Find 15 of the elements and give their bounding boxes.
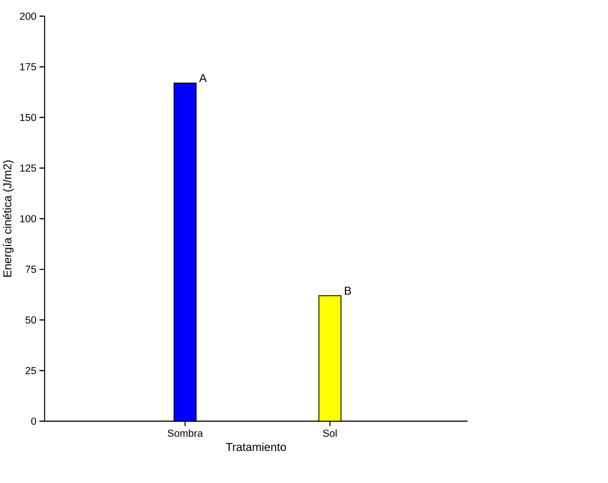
y-tick-label: 200 xyxy=(20,12,36,20)
annotation: B xyxy=(344,286,352,294)
y-tick-label: 75 xyxy=(26,266,36,273)
y-axis-title: Energía cinética (J/m2) xyxy=(2,160,14,276)
y-tick-label: 175 xyxy=(20,63,36,70)
annotation: A xyxy=(199,74,207,82)
x-axis-title: Tratamiento xyxy=(226,442,286,451)
y-tick-label: 0 xyxy=(31,417,36,425)
y-tick-label: 150 xyxy=(20,114,36,121)
y-tick-label: 25 xyxy=(26,366,36,374)
y-tick-label: 100 xyxy=(20,214,36,222)
x-tick-label: Sombra xyxy=(168,429,203,437)
y-tick-label: 125 xyxy=(20,164,36,172)
y-tick-label: 50 xyxy=(26,316,36,324)
x-tick-label: Sol xyxy=(323,429,337,437)
